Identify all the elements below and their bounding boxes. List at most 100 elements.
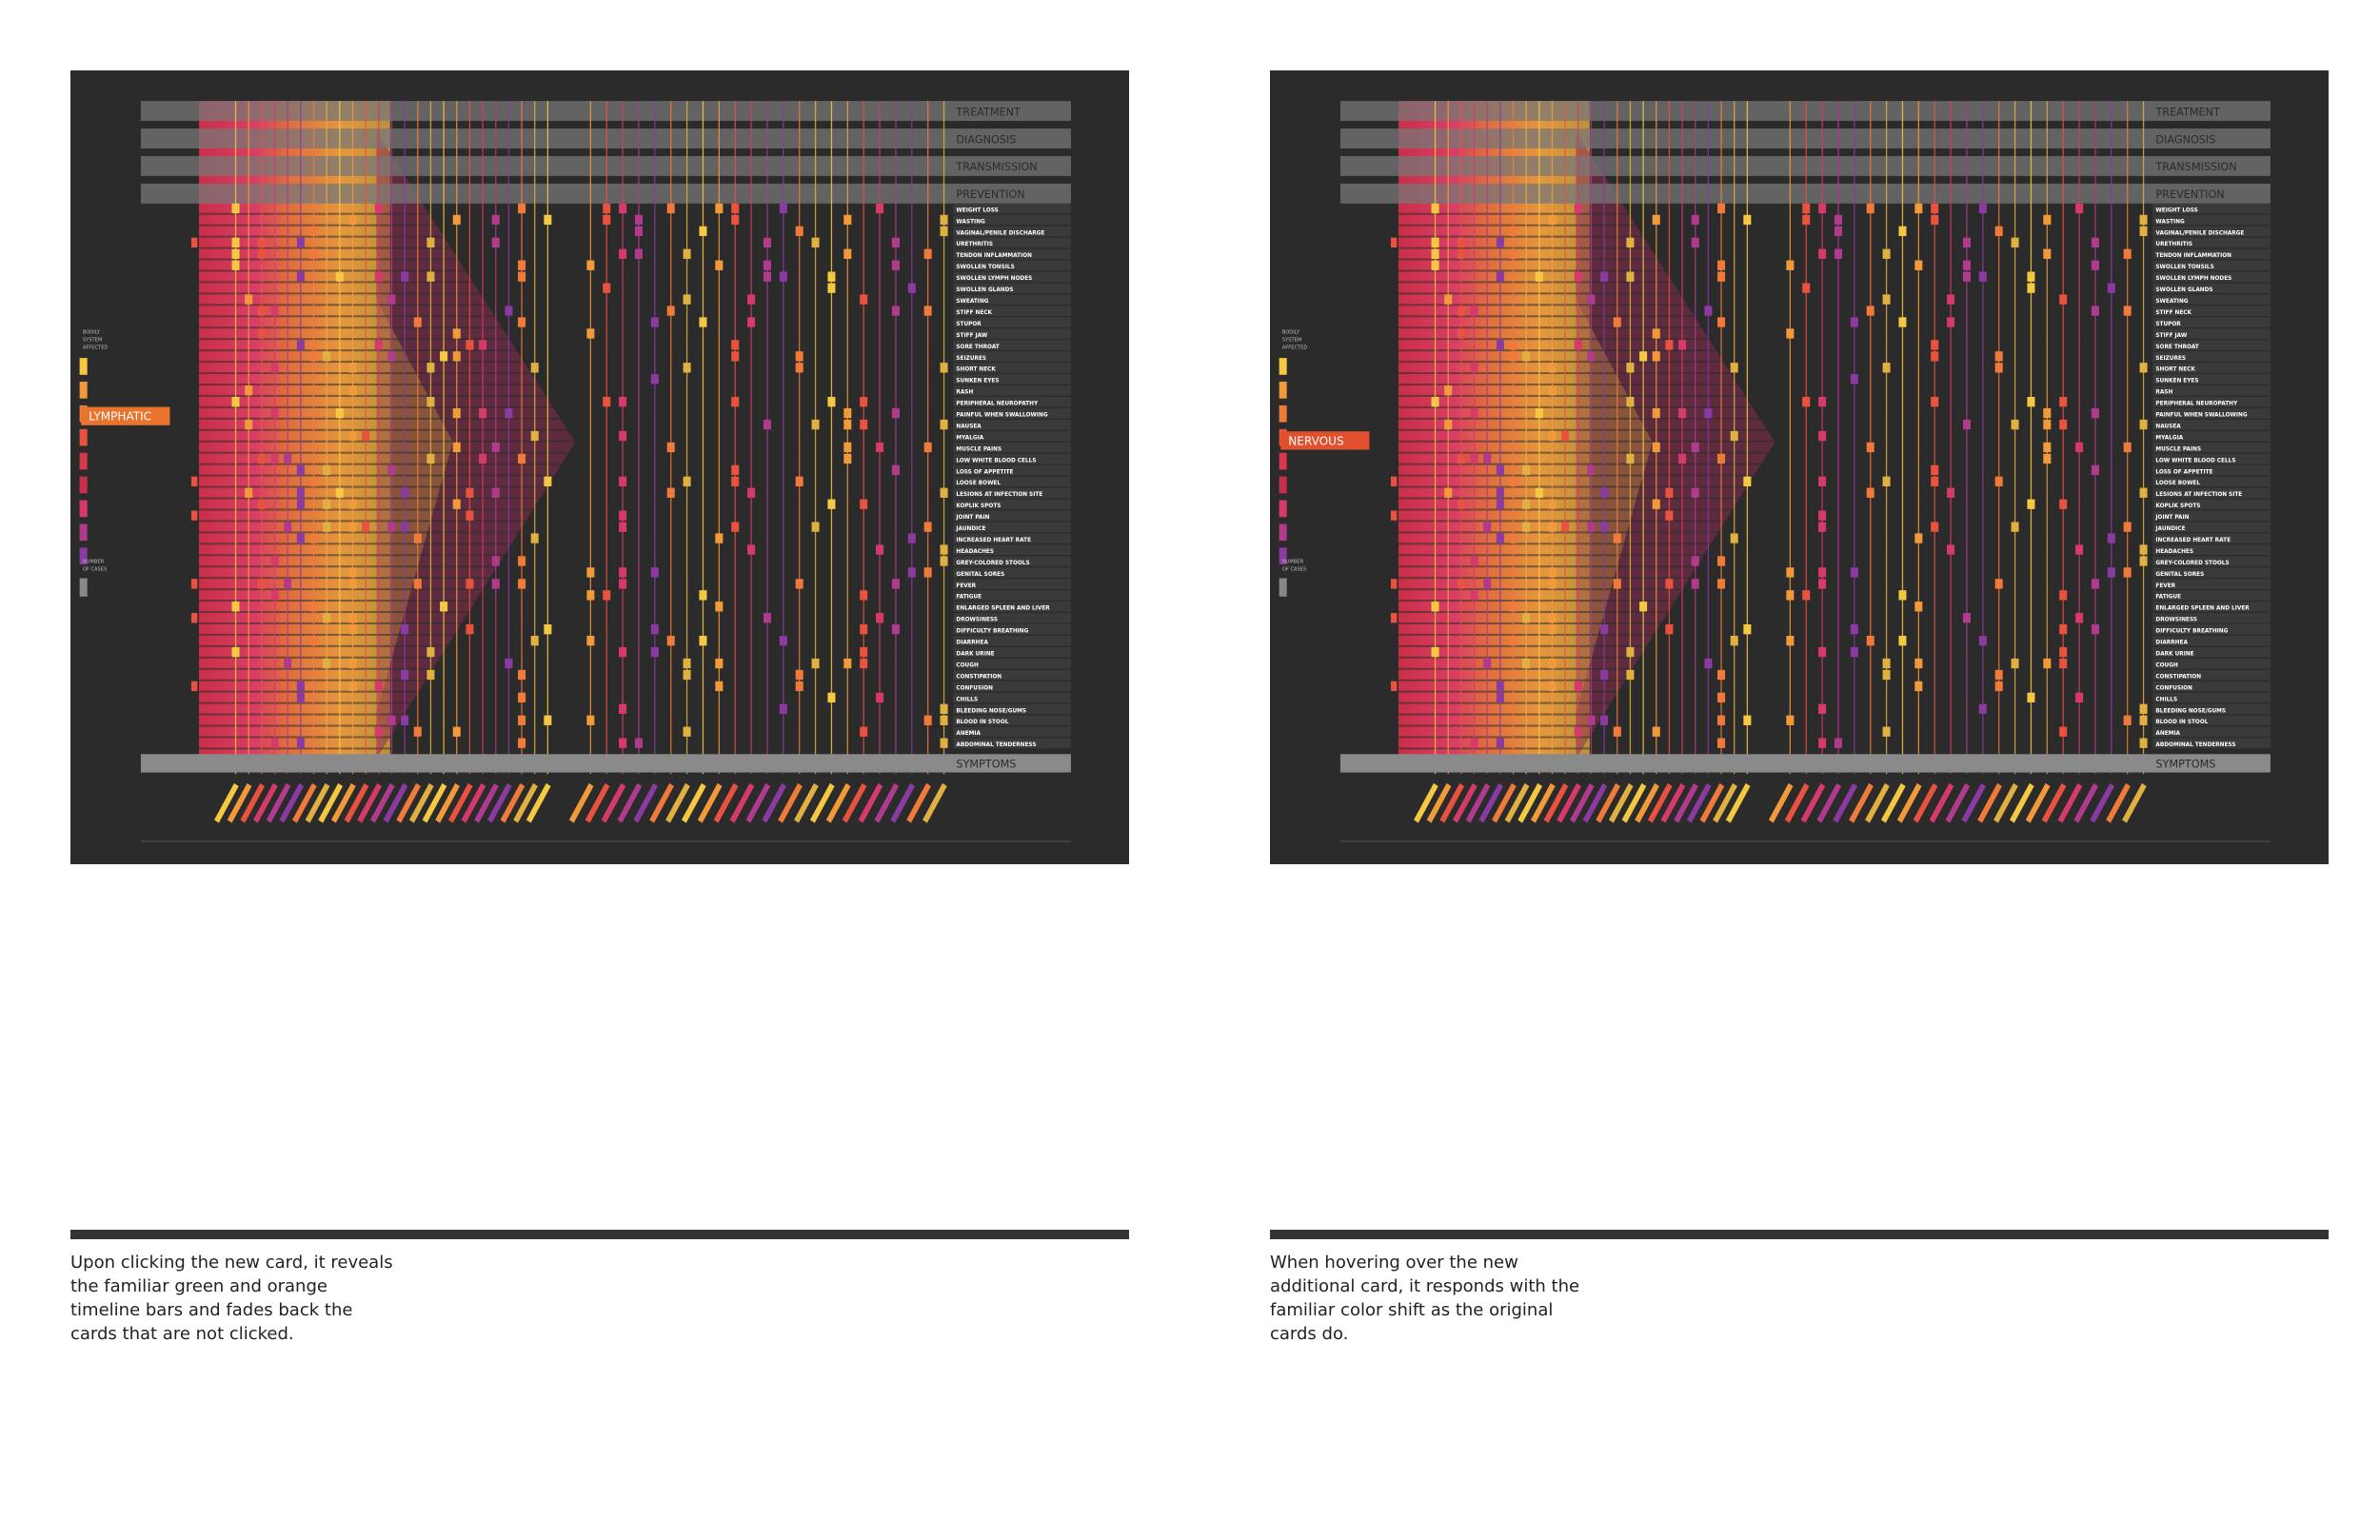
caption-line: familiar color shift as the original <box>1270 1300 1554 1320</box>
row-label-bg <box>953 692 1071 703</box>
row-label-bg <box>2152 726 2271 738</box>
symptom-label: SORE THROAT <box>2155 345 2198 350</box>
visualization: TREATMENT DIAGNOSIS TRANSMISSION PREVENTION… <box>79 101 1071 842</box>
row-stripe <box>1398 405 2271 408</box>
symptom-cell <box>323 464 331 476</box>
disease-card <box>2106 782 2131 823</box>
disease-card <box>633 782 659 823</box>
row-stripe <box>1398 497 2271 500</box>
row-label-bg <box>953 237 1071 248</box>
symptom-cell <box>1626 271 1635 282</box>
symptom-cell <box>270 306 279 316</box>
symptom-cell <box>245 385 253 396</box>
category-bar <box>1339 128 2271 148</box>
symptom-cell <box>491 579 500 589</box>
symptom-label: SWEATING <box>2155 299 2188 305</box>
symptom-cell <box>466 579 474 589</box>
symptom-cell <box>1457 579 1465 589</box>
symptom-cell <box>1691 487 1699 498</box>
symptom-cell <box>891 407 900 419</box>
symptom-cell <box>2059 658 2068 669</box>
symptom-label: LOSS OF APPETITE <box>956 469 1013 475</box>
row-stripe <box>1398 371 2271 375</box>
symptom-cell <box>779 635 787 646</box>
row-stripe <box>1398 520 2271 523</box>
symptom-cell <box>2123 248 2132 259</box>
symptom-cell <box>323 351 331 362</box>
symptom-cell <box>1914 260 1923 270</box>
symptom-cell <box>544 624 552 635</box>
symptom-cell <box>586 328 595 339</box>
symptom-cell <box>876 692 884 703</box>
row-stripe <box>1398 247 2271 249</box>
legend-swatch <box>79 428 88 446</box>
symptom-cell <box>2043 214 2052 226</box>
fade-triangle <box>1576 131 1775 760</box>
disease-card <box>500 782 526 823</box>
fade-triangle <box>376 300 453 713</box>
disease-card <box>1543 782 1569 823</box>
row-label-bg <box>953 499 1071 510</box>
symptom-cell <box>401 624 409 635</box>
symptom-label: VAGINAL/PENILE DISCHARGE <box>956 230 1044 236</box>
symptom-cell <box>231 602 240 612</box>
caption-line: When hovering over the new <box>1270 1253 1518 1273</box>
row-stripe <box>198 247 1071 249</box>
symptom-cell <box>231 396 240 407</box>
symptom-cell <box>296 499 305 509</box>
symptom-cell <box>1652 214 1660 226</box>
symptom-cell <box>876 442 884 453</box>
symptom-cell <box>827 396 836 407</box>
symptom-cell <box>466 624 474 635</box>
symptom-label: FEVER <box>2155 583 2175 589</box>
row-stripe <box>1398 326 2271 329</box>
row-stripe <box>1398 269 2271 272</box>
row-stripe <box>1398 531 2271 534</box>
symptom-cell <box>1483 579 1492 589</box>
symptom-label: ENLARGED SPLEEN AND LIVER <box>956 606 1050 612</box>
row-label-bg <box>953 407 1071 419</box>
row-stripe <box>1398 724 2271 727</box>
symptom-cell <box>348 214 357 226</box>
symptom-cell <box>362 430 370 442</box>
symptom-cell <box>440 602 448 612</box>
symptom-cell <box>2059 646 2068 658</box>
symptom-cell <box>231 248 240 259</box>
disease-card <box>922 782 947 823</box>
symptom-cell <box>1548 522 1557 532</box>
symptom-cell <box>907 533 916 543</box>
symptom-cell <box>518 579 526 589</box>
symptom-cell <box>284 453 292 464</box>
symptom-cell <box>518 271 526 282</box>
symptom-label: SUNKEN EYES <box>2155 379 2198 385</box>
symptom-cell <box>1665 510 1674 521</box>
symptom-label: ANEMIA <box>2155 731 2180 737</box>
row-stripe <box>198 747 1071 750</box>
symptom-cell <box>795 476 803 486</box>
symptom-cell <box>426 453 435 464</box>
symptom-cell <box>1665 579 1674 589</box>
row-stripe <box>198 577 1071 580</box>
symptom-cell <box>2059 590 2068 601</box>
disease-card <box>681 782 706 823</box>
symptom-cell <box>747 317 756 327</box>
symptom-cell <box>940 363 948 373</box>
disease-card <box>1569 782 1595 823</box>
symptom-cell <box>763 260 771 270</box>
row-label-bg <box>953 579 1071 589</box>
symptom-cell <box>387 715 396 725</box>
symptom-cell <box>2059 624 2068 635</box>
symptom-cell <box>479 340 487 350</box>
symptom-cell <box>1802 396 1811 407</box>
system-tag <box>81 406 170 425</box>
symptom-cell <box>843 214 852 226</box>
row-stripe <box>198 531 1071 534</box>
symptom-label: HEADACHES <box>956 549 994 555</box>
row-label-bg <box>2152 374 2271 385</box>
symptom-cell <box>1548 363 1557 373</box>
row-label-bg <box>2152 271 2271 283</box>
symptom-cell <box>426 669 435 681</box>
legend-swatch <box>1279 405 1287 423</box>
symptom-cell <box>731 203 740 214</box>
symptom-cell <box>1639 602 1648 612</box>
